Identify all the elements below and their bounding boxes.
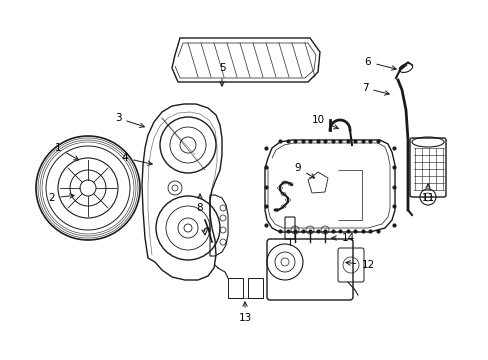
Text: 14: 14 <box>331 233 354 243</box>
Text: 7: 7 <box>361 83 388 95</box>
Text: 8: 8 <box>196 194 203 213</box>
Text: 5: 5 <box>218 63 225 86</box>
Bar <box>247 278 263 298</box>
Text: 9: 9 <box>294 163 314 178</box>
Text: 2: 2 <box>49 193 74 203</box>
Text: 3: 3 <box>115 113 144 127</box>
Text: 10: 10 <box>311 115 338 129</box>
Text: 1: 1 <box>55 143 79 160</box>
Bar <box>227 278 243 298</box>
Text: 4: 4 <box>122 153 152 165</box>
Text: 6: 6 <box>364 57 395 70</box>
Text: 11: 11 <box>421 184 434 203</box>
Text: 13: 13 <box>238 302 251 323</box>
Text: 12: 12 <box>345 260 374 270</box>
